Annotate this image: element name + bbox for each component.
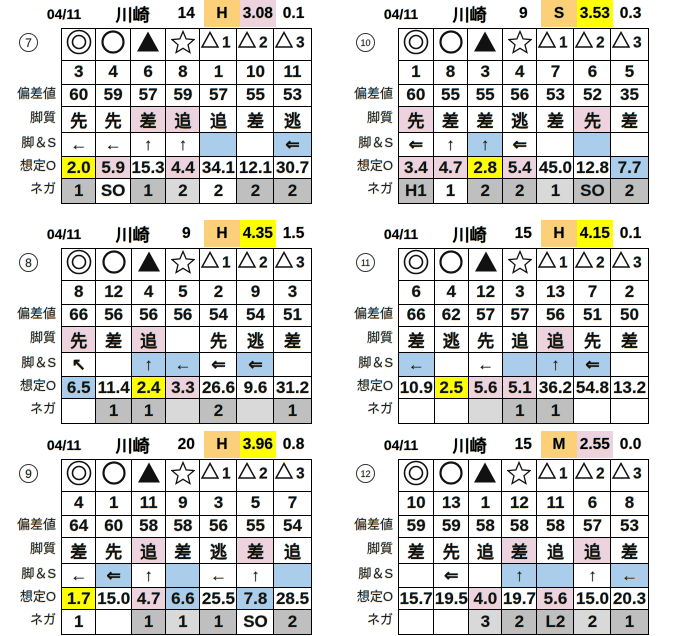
svg-text:1: 1 xyxy=(222,254,231,271)
svg-text:1: 1 xyxy=(222,465,231,482)
svg-text:3: 3 xyxy=(296,465,305,482)
svg-text:1: 1 xyxy=(559,254,568,271)
svg-text:3: 3 xyxy=(296,254,305,271)
svg-text:2: 2 xyxy=(596,34,605,51)
svg-text:1: 1 xyxy=(559,34,568,51)
svg-text:3: 3 xyxy=(633,254,642,271)
svg-text:2: 2 xyxy=(259,34,268,51)
svg-text:1: 1 xyxy=(222,34,231,51)
svg-text:2: 2 xyxy=(259,254,268,271)
svg-text:3: 3 xyxy=(296,34,305,51)
svg-text:2: 2 xyxy=(596,254,605,271)
svg-text:1: 1 xyxy=(559,465,568,482)
svg-text:3: 3 xyxy=(633,34,642,51)
svg-text:2: 2 xyxy=(596,465,605,482)
svg-text:3: 3 xyxy=(633,465,642,482)
svg-text:2: 2 xyxy=(259,465,268,482)
